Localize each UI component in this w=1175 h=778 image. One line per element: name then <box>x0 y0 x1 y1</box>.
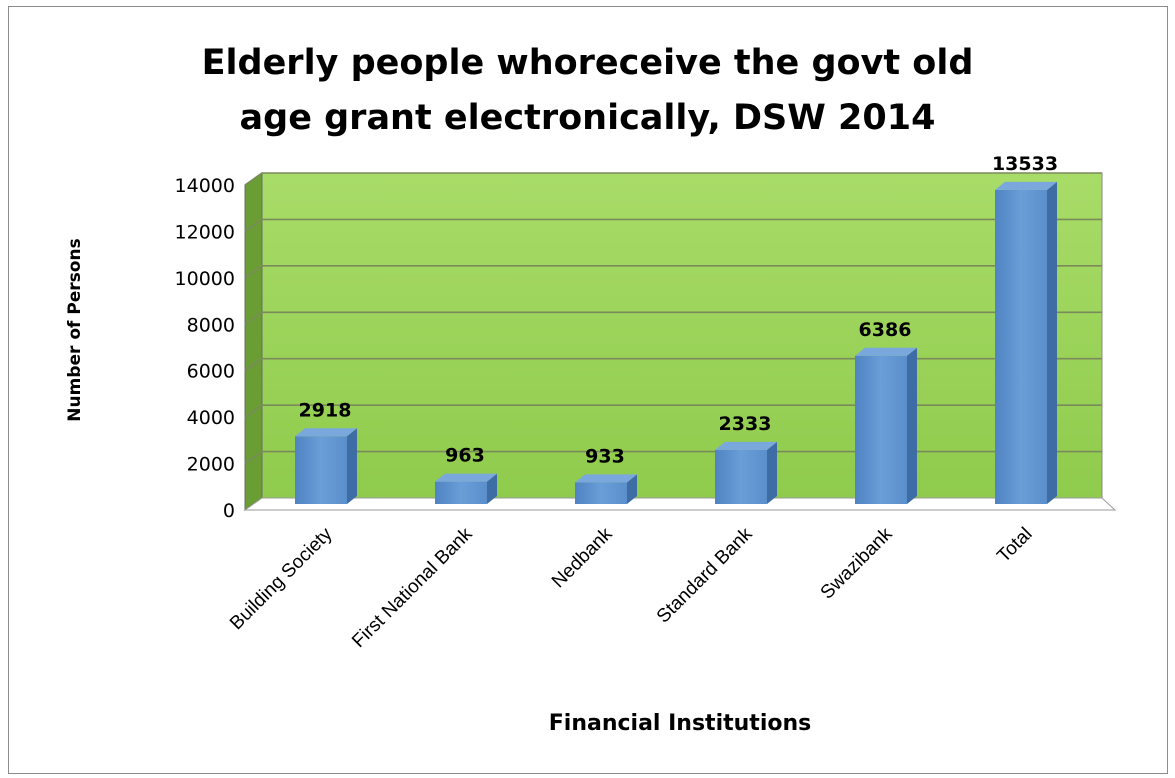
bars <box>295 181 1057 504</box>
x-axis-title: Financial Institutions <box>549 711 811 736</box>
gridline <box>244 404 1102 418</box>
bar-top <box>295 428 357 437</box>
y-axis-ticks: 0 2000 4000 6000 8000 10000 12000 14000 <box>175 175 235 522</box>
gridline <box>244 172 1102 186</box>
y-tick-label: 0 <box>223 500 235 522</box>
x-category-label: Total <box>993 524 1036 567</box>
bar-side <box>1047 181 1057 504</box>
data-label: 933 <box>585 445 625 467</box>
bar-side <box>767 441 777 504</box>
y-tick-label: 12000 <box>175 221 235 243</box>
gridline <box>244 450 1102 465</box>
bar-front <box>855 355 907 504</box>
y-tick-label: 14000 <box>175 175 235 197</box>
data-label: 2918 <box>299 399 352 421</box>
bar-side <box>627 474 637 504</box>
bar-front <box>295 436 347 504</box>
y-axis-title: Number of Persons <box>65 238 85 421</box>
bar-front <box>575 482 627 504</box>
chart-title-line-2: age grant electronically, DSW 2014 <box>239 98 936 138</box>
bar <box>435 473 497 504</box>
bar-top <box>855 347 917 356</box>
x-category-label: Nedbank <box>548 523 617 592</box>
data-label: 13533 <box>992 153 1058 175</box>
y-tick-label: 4000 <box>187 407 235 429</box>
chart-title-line-1: Elderly people whoreceive the govt old <box>201 43 974 83</box>
data-label: 6386 <box>859 319 912 341</box>
y-tick-label: 6000 <box>187 361 235 383</box>
gridline <box>244 265 1102 279</box>
bar <box>995 181 1057 504</box>
x-category-label: Swazibank <box>817 523 897 603</box>
chart-title: Elderly people whoreceive the govt old a… <box>0 36 1175 146</box>
back-wall <box>261 172 1103 499</box>
bar-front <box>995 189 1047 504</box>
bar <box>295 428 357 504</box>
gridlines <box>244 172 1102 465</box>
data-labels: 2918 963 933 2333 6386 13533 <box>299 153 1059 468</box>
data-label: 2333 <box>719 413 772 435</box>
bar-top <box>715 441 777 450</box>
y-tick-label: 2000 <box>187 454 235 476</box>
bar-front <box>715 449 767 504</box>
bar-front <box>435 481 487 504</box>
x-category-label: First National Bank <box>348 523 477 652</box>
bar <box>855 347 917 504</box>
data-label: 963 <box>445 445 485 467</box>
y-tick-label: 8000 <box>187 314 235 336</box>
x-category-label: Building Society <box>226 523 337 634</box>
bar-top <box>995 181 1057 190</box>
gridline <box>244 311 1102 325</box>
x-axis-categories: Building Society First National Bank Nedba… <box>226 523 1036 652</box>
side-wall <box>244 172 263 511</box>
bar-top <box>575 474 637 483</box>
x-category-label: Standard Bank <box>653 523 757 627</box>
bar-side <box>487 473 497 504</box>
gridline <box>244 218 1102 233</box>
y-tick-label: 10000 <box>175 268 235 290</box>
bar-side <box>347 428 357 504</box>
bar <box>715 441 777 504</box>
floor <box>243 497 1117 511</box>
bar-top <box>435 473 497 482</box>
plot-walls <box>243 172 1117 511</box>
gridline <box>244 357 1102 372</box>
bar-side <box>907 347 917 504</box>
bar <box>575 474 637 504</box>
